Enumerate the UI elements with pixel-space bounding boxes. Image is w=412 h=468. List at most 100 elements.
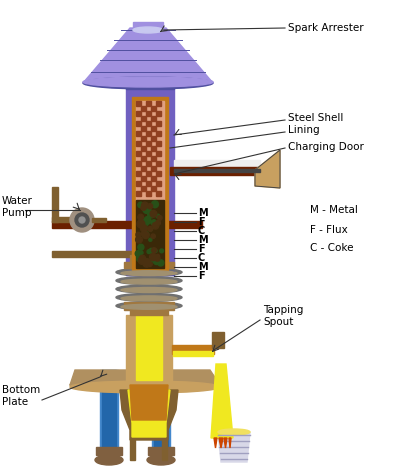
Bar — [136, 111, 141, 116]
Text: C: C — [198, 253, 205, 263]
Circle shape — [153, 258, 160, 264]
Ellipse shape — [83, 77, 213, 89]
Circle shape — [146, 219, 151, 224]
Circle shape — [137, 220, 145, 228]
Bar — [151, 186, 156, 191]
Polygon shape — [70, 370, 220, 385]
Bar — [151, 116, 156, 121]
Text: C: C — [198, 226, 205, 236]
Circle shape — [151, 220, 157, 225]
Bar — [136, 161, 141, 166]
Bar — [146, 121, 151, 126]
Circle shape — [139, 219, 143, 223]
Bar — [133, 22, 163, 30]
Bar — [132, 97, 168, 270]
Text: Spark Arrester: Spark Arrester — [288, 23, 364, 33]
Text: M - Metal: M - Metal — [310, 205, 358, 215]
Text: F: F — [198, 271, 205, 281]
Circle shape — [140, 219, 145, 225]
Text: M: M — [198, 262, 208, 272]
Ellipse shape — [95, 455, 123, 465]
Circle shape — [151, 234, 155, 238]
Bar — [151, 126, 156, 131]
Circle shape — [143, 232, 149, 239]
Bar — [52, 187, 58, 222]
Bar — [146, 101, 151, 106]
Circle shape — [149, 228, 152, 231]
Text: F - Flux: F - Flux — [310, 225, 348, 235]
Bar — [151, 146, 156, 151]
Text: Steel Shell: Steel Shell — [288, 113, 343, 123]
Circle shape — [149, 238, 152, 241]
Circle shape — [137, 257, 141, 262]
Bar — [136, 315, 162, 380]
Polygon shape — [219, 438, 223, 448]
Circle shape — [143, 259, 151, 267]
Circle shape — [137, 254, 142, 259]
Polygon shape — [229, 438, 231, 448]
Ellipse shape — [133, 27, 163, 33]
Text: F: F — [198, 217, 205, 227]
Ellipse shape — [147, 455, 175, 465]
Bar — [141, 186, 146, 191]
Circle shape — [147, 211, 154, 218]
Bar — [146, 111, 151, 116]
Bar — [156, 171, 161, 176]
Bar — [92, 218, 106, 222]
Circle shape — [140, 204, 145, 208]
Circle shape — [160, 249, 164, 253]
Bar — [156, 161, 161, 166]
Bar — [52, 217, 82, 222]
Circle shape — [156, 220, 160, 225]
Circle shape — [148, 227, 153, 231]
Circle shape — [151, 258, 154, 262]
Circle shape — [135, 251, 141, 256]
Text: Bottom
Plate: Bottom Plate — [2, 385, 40, 407]
Polygon shape — [211, 364, 233, 438]
Polygon shape — [214, 438, 217, 448]
Bar — [141, 156, 146, 161]
Bar — [151, 176, 156, 181]
Ellipse shape — [116, 277, 182, 285]
Bar — [156, 141, 161, 146]
Circle shape — [147, 262, 152, 267]
Bar — [124, 302, 174, 310]
Text: M: M — [198, 208, 208, 218]
Circle shape — [140, 251, 143, 255]
Bar — [130, 255, 168, 263]
Circle shape — [147, 250, 151, 254]
Circle shape — [156, 254, 159, 258]
Bar — [52, 221, 202, 228]
Circle shape — [150, 254, 157, 261]
Text: Tapping
Spout: Tapping Spout — [263, 305, 303, 327]
Bar — [136, 191, 141, 196]
Bar — [141, 116, 146, 121]
Bar — [96, 447, 122, 455]
Ellipse shape — [116, 268, 182, 276]
Circle shape — [141, 205, 146, 210]
Bar — [141, 146, 146, 151]
Bar — [136, 101, 164, 200]
Circle shape — [144, 217, 150, 223]
Bar — [162, 365, 167, 460]
Bar — [141, 106, 146, 111]
Text: M: M — [198, 235, 208, 245]
Bar — [152, 370, 170, 460]
Bar — [136, 151, 141, 156]
Bar — [126, 85, 174, 275]
Polygon shape — [255, 150, 280, 188]
Bar — [151, 156, 156, 161]
Circle shape — [157, 216, 162, 220]
Ellipse shape — [121, 279, 177, 284]
Circle shape — [70, 208, 94, 232]
Polygon shape — [130, 385, 168, 420]
Circle shape — [152, 223, 159, 229]
Bar — [141, 166, 146, 171]
Circle shape — [154, 249, 157, 252]
Circle shape — [136, 236, 142, 243]
Polygon shape — [128, 390, 170, 437]
Circle shape — [136, 232, 141, 237]
Bar — [136, 131, 141, 136]
Circle shape — [138, 214, 143, 220]
Text: Charging Door: Charging Door — [288, 142, 364, 152]
